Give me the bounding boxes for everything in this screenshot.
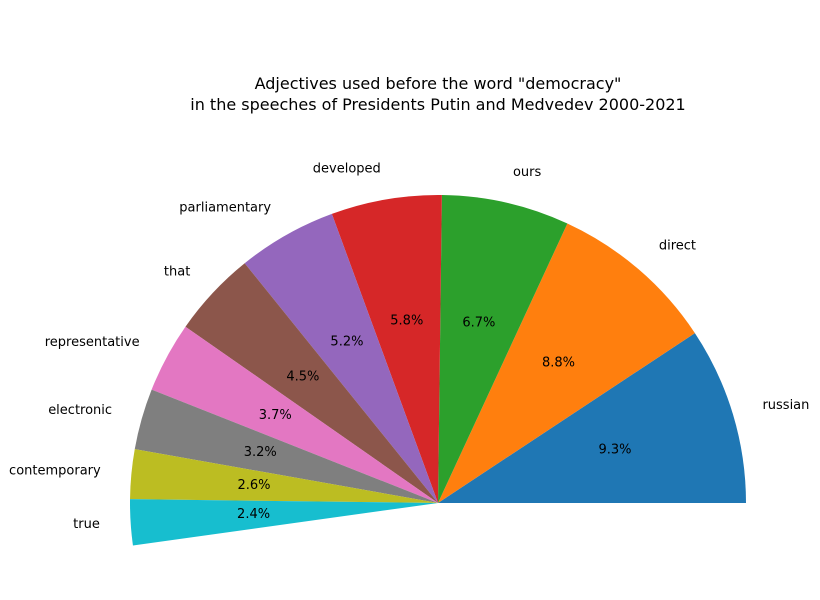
pie-percent-ours: 6.7% [462, 315, 495, 330]
pie-percent-representative: 3.7% [259, 408, 292, 423]
pie-slice-true [130, 499, 438, 545]
pie-label-russian: russian [762, 398, 809, 413]
pie-label-true: true [73, 517, 100, 532]
pie-percent-direct: 8.8% [542, 355, 575, 370]
pie-label-parliamentary: parliamentary [179, 201, 271, 216]
pie-percent-that: 4.5% [286, 369, 319, 384]
chart-title-line2: in the speeches of Presidents Putin and … [190, 95, 685, 114]
pie-label-developed: developed [313, 162, 381, 177]
pie-label-contemporary: contemporary [9, 464, 101, 479]
pie-percent-true: 2.4% [237, 507, 270, 522]
pie-label-direct: direct [659, 239, 696, 254]
pie-percent-contemporary: 2.6% [238, 478, 271, 493]
pie-percent-electronic: 3.2% [244, 445, 277, 460]
pie-label-that: that [164, 264, 190, 279]
chart-title-line1: Adjectives used before the word "democra… [255, 74, 622, 93]
pie-label-representative: representative [45, 335, 140, 350]
pie-percent-developed: 5.8% [390, 313, 423, 328]
pie-slices [130, 195, 746, 545]
pie-label-electronic: electronic [48, 403, 112, 418]
pie-percent-russian: 9.3% [598, 442, 631, 457]
pie-label-ours: ours [513, 165, 542, 180]
pie-percent-parliamentary: 5.2% [330, 335, 363, 350]
